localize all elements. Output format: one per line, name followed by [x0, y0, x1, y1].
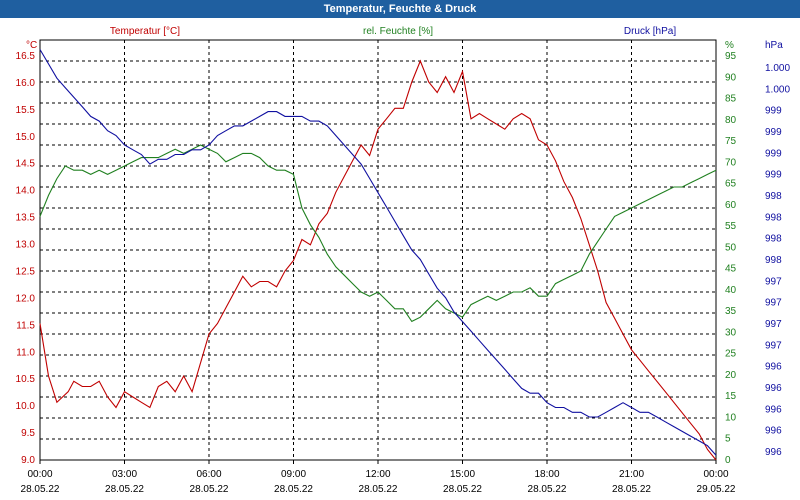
pressure-tick-label: 998: [765, 212, 782, 223]
pressure-tick-label: 997: [765, 276, 782, 287]
pressure-unit: hPa: [765, 40, 783, 51]
humidity-tick-label: 0: [725, 455, 731, 466]
pressure-tick-label: 996: [765, 362, 782, 373]
temperature-tick-label: 12.0: [16, 293, 36, 304]
series-line-pressure: [39, 49, 717, 456]
humidity-tick-label: 75: [725, 136, 737, 147]
humidity-tick-label: 50: [725, 242, 737, 253]
x-tick-date: 28.05.22: [443, 484, 482, 495]
temperature-tick-label: 14.0: [16, 186, 36, 197]
x-tick-date: 28.05.22: [528, 484, 567, 495]
humidity-tick-label: 95: [725, 51, 737, 62]
pressure-tick-label: 999: [765, 106, 782, 117]
x-tick-time: 06:00: [196, 469, 221, 480]
humidity-tick-label: 35: [725, 306, 737, 317]
humidity-tick-label: 45: [725, 264, 737, 275]
x-tick-date: 28.05.22: [190, 484, 229, 495]
temperature-tick-label: 10.0: [16, 401, 36, 412]
temperature-unit: °C: [26, 40, 37, 51]
grid: [40, 40, 716, 460]
humidity-tick-label: 60: [725, 200, 737, 211]
pressure-tick-label: 996: [765, 404, 782, 415]
x-tick-time: 15:00: [450, 469, 475, 480]
humidity-tick-label: 20: [725, 370, 737, 381]
pressure-tick-label: 996: [765, 426, 782, 437]
axis-labels: 00:00 28.05.22 03:00 28.05.22 06:00 28.05.22 0…: [16, 26, 791, 495]
humidity-tick-label: 55: [725, 221, 737, 232]
pressure-tick-label: 1.000: [765, 84, 790, 95]
temperature-tick-label: 16.5: [16, 51, 36, 62]
humidity-unit: %: [725, 40, 734, 51]
x-tick-time: 12:00: [365, 469, 390, 480]
x-tick-date: 28.05.22: [274, 484, 313, 495]
x-tick-time: 18:00: [534, 469, 559, 480]
x-tick-date: 28.05.22: [612, 484, 651, 495]
x-tick-time: 21:00: [619, 469, 644, 480]
pressure-tick-label: 999: [765, 127, 782, 138]
temperature-tick-label: 10.5: [16, 374, 36, 385]
pressure-tick-label: 999: [765, 148, 782, 159]
temperature-tick-label: 9.0: [21, 455, 35, 466]
humidity-tick-label: 90: [725, 72, 737, 83]
humidity-header: rel. Feuchte [%]: [363, 26, 433, 37]
pressure-tick-label: 997: [765, 340, 782, 351]
humidity-tick-label: 30: [725, 327, 737, 338]
x-tick-date: 28.05.22: [359, 484, 398, 495]
humidity-tick-label: 25: [725, 349, 737, 360]
temperature-tick-label: 12.5: [16, 266, 36, 277]
temperature-tick-label: 11.0: [16, 347, 35, 358]
temperature-tick-label: 9.5: [21, 428, 35, 439]
humidity-tick-label: 80: [725, 115, 737, 126]
pressure-tick-label: 998: [765, 234, 782, 245]
temperature-tick-label: 16.0: [16, 78, 36, 89]
window-title: Temperatur, Feuchte & Druck: [0, 0, 800, 18]
humidity-tick-label: 40: [725, 285, 737, 296]
humidity-tick-label: 10: [725, 412, 737, 423]
humidity-tick-label: 65: [725, 179, 737, 190]
pressure-tick-label: 996: [765, 383, 782, 394]
series-lines: [39, 49, 717, 461]
humidity-tick-label: 5: [725, 434, 731, 445]
temperature-tick-label: 13.5: [16, 213, 36, 224]
series-line-humidity: [39, 144, 717, 323]
x-tick-date: 28.05.22: [21, 484, 60, 495]
temperature-header: Temperatur [°C]: [110, 26, 180, 37]
temperature-tick-label: 11.5: [16, 320, 35, 331]
pressure-tick-label: 999: [765, 170, 782, 181]
x-tick-time: 00:00: [27, 469, 52, 480]
pressure-tick-label: 996: [765, 447, 782, 458]
x-tick-time: 09:00: [281, 469, 306, 480]
humidity-tick-label: 15: [725, 391, 737, 402]
temperature-tick-label: 15.5: [16, 105, 36, 116]
pressure-tick-label: 997: [765, 319, 782, 330]
temperature-tick-label: 14.5: [16, 159, 36, 170]
x-tick-time: 03:00: [112, 469, 137, 480]
humidity-tick-label: 70: [725, 157, 737, 168]
pressure-tick-label: 998: [765, 191, 782, 202]
temperature-tick-label: 13.0: [16, 240, 36, 251]
temperature-tick-label: 15.0: [16, 132, 36, 143]
series-line-temperature: [39, 59, 717, 461]
pressure-tick-label: 998: [765, 255, 782, 266]
x-tick-time: 00:00: [703, 469, 728, 480]
x-tick-date: 28.05.22: [105, 484, 144, 495]
humidity-tick-label: 85: [725, 94, 737, 105]
pressure-tick-label: 1.000: [765, 63, 790, 74]
pressure-tick-label: 997: [765, 298, 782, 309]
pressure-header: Druck [hPa]: [624, 26, 676, 37]
x-tick-date: 29.05.22: [697, 484, 736, 495]
